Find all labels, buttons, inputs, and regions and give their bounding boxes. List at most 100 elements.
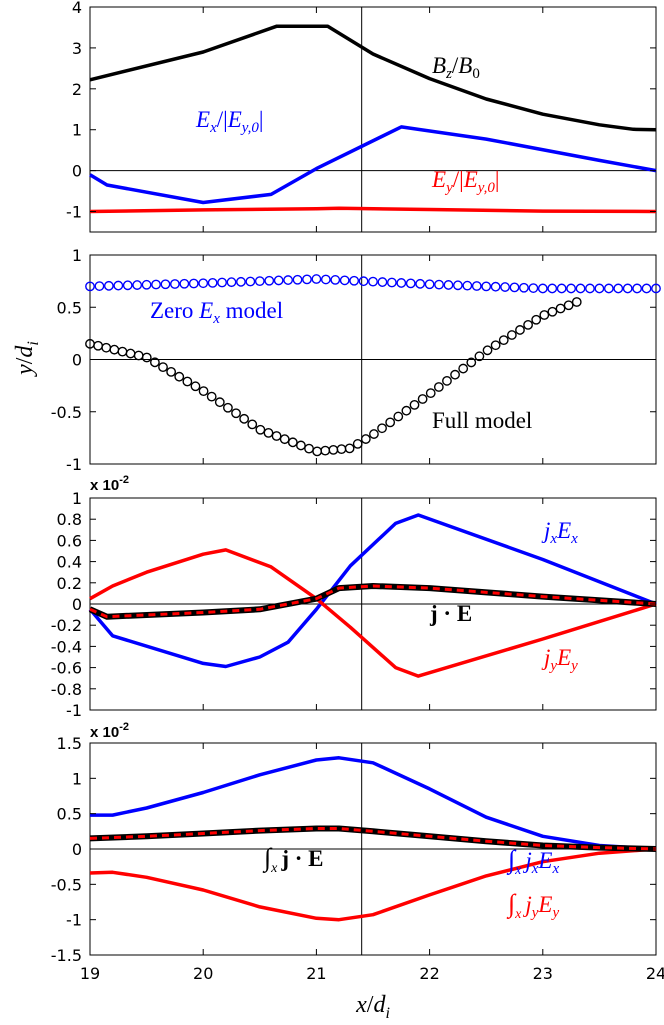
series-zero-ex-model-marker	[94, 281, 105, 291]
series-zero-ex-model-marker	[302, 274, 312, 285]
series-full-model-marker	[182, 376, 193, 387]
series-zero-ex-model-marker	[358, 276, 369, 287]
series-full-model-marker	[239, 413, 250, 424]
y-tick-label: -0.4	[51, 637, 82, 656]
zero-ex-model-label: Zero Ex model	[150, 298, 283, 327]
series-full-model-marker	[466, 357, 477, 368]
int-jxex-label: ∫x jxEx	[506, 845, 559, 878]
series-full-model-marker	[498, 335, 509, 346]
series-j-e-full	[88, 583, 657, 620]
x-axis-label: x/di	[355, 992, 390, 1022]
y-tick-label: 0	[72, 351, 82, 370]
series-zero-ex-model-marker	[585, 283, 595, 294]
series-full-model-marker	[571, 297, 582, 307]
y-tick-label: 2	[72, 80, 82, 99]
panel-power: x 10-2 10.80.60.40.20-0.2-0.4-0.6-0.8-1 …	[51, 474, 657, 720]
jdote-label: j · E	[429, 601, 472, 626]
series-zero-ex-model-marker	[377, 277, 388, 287]
series-full-model-marker	[198, 386, 209, 397]
series-full-model-marker	[109, 344, 120, 355]
integrated-multiplier: x 10-2	[90, 721, 129, 741]
series-full-model-marker	[150, 357, 160, 368]
x-tick-label: 24	[646, 964, 664, 983]
y-tick-label: 0.6	[57, 531, 82, 550]
series-int-jxex	[90, 756, 657, 851]
int-jyey-label: ∫x jyEy	[506, 889, 559, 922]
y-tick-label: -0.2	[51, 616, 82, 635]
y-tick-label: 0	[72, 162, 82, 181]
series-full-model-marker	[206, 391, 217, 402]
series-zero-ex-model-marker	[226, 277, 237, 288]
series-full-model-marker	[117, 346, 128, 357]
series-zero-ex-model-marker	[122, 280, 133, 291]
series-zero-ex-model-marker	[320, 274, 331, 285]
series-zero-ex-model-marker	[462, 280, 473, 291]
series-full-model-marker	[490, 340, 501, 351]
series-zero-ex-model-marker	[141, 279, 152, 290]
series-full-model-marker	[352, 439, 363, 449]
series-zero-ex-model-marker	[481, 281, 492, 292]
series-zero-ex-model-marker	[396, 278, 407, 288]
series-zero-ex-model-marker	[415, 278, 426, 289]
series-full-model-marker	[474, 351, 485, 362]
series-full-model-marker	[515, 325, 525, 335]
series-zero-ex-model-marker	[547, 283, 558, 294]
series-zero-ex-model-marker	[424, 279, 435, 290]
series-zero-ex-model-marker	[103, 280, 114, 291]
panel-integrated-power: x 10-2 1.5 1 0.5 0 -0.5 -1 -1.5 19 20 21 22 23 24 ∫…	[51, 721, 664, 1022]
series-zero-ex-model-marker	[368, 276, 378, 287]
series-full-model-marker	[409, 399, 420, 410]
series-zero-ex-model-marker	[349, 275, 360, 286]
series-zero-ex-model-marker	[339, 275, 350, 286]
series-jxex	[88, 513, 657, 669]
y-axis-label: y/di	[12, 341, 42, 377]
y-tick-label: -1	[66, 203, 82, 222]
series-full-model-marker	[531, 314, 542, 325]
series-int-j-e-sum	[89, 827, 657, 851]
y-tick-label: 1	[72, 121, 82, 140]
series-full-model-marker	[231, 408, 241, 419]
series-zero-ex-model-marker	[603, 283, 614, 294]
y-tick-label: -1	[66, 911, 82, 930]
jxex-label: jxEx	[541, 518, 578, 547]
series-full-model-marker	[336, 444, 347, 455]
series-int-jyey	[89, 847, 657, 922]
series-zero-ex-model-marker	[217, 277, 227, 288]
series-full-model-marker	[174, 371, 185, 382]
series-full-model-marker	[369, 429, 379, 439]
series-zero-ex-model-marker	[85, 281, 95, 292]
series-zero-ex-model-marker	[330, 275, 341, 285]
y-tick-label: 0.8	[57, 510, 82, 529]
x-tick-label: 20	[193, 964, 213, 983]
series-zero-ex-model-marker	[537, 283, 548, 294]
series-full-model-marker	[506, 330, 517, 340]
y-tick-label: 3	[72, 39, 82, 58]
panel-fields-frame	[89, 6, 657, 233]
y-tick-label: 0.4	[57, 553, 82, 572]
series-zero-ex-model-marker	[566, 283, 576, 294]
series-zero-ex-model-marker	[198, 278, 209, 289]
series-full-model-marker	[101, 342, 112, 353]
jyey-label: jyEy	[541, 645, 578, 674]
y-tick-label: -1	[66, 455, 82, 474]
series-full-model-marker	[214, 397, 225, 408]
series-full-model-marker	[458, 363, 469, 374]
y-tick-label: 0.5	[57, 298, 82, 317]
series-full-model-marker	[247, 419, 258, 430]
series-full-model-marker	[344, 443, 355, 454]
series-full-model-marker	[296, 440, 306, 451]
series-zero-ex-model-marker	[311, 274, 322, 284]
series-zero-ex-model-marker	[160, 279, 171, 290]
series-full-model-marker	[287, 437, 298, 448]
series-zero-ex-model-marker	[575, 283, 586, 294]
series-full-model-marker	[223, 402, 233, 413]
series-full-model-marker	[328, 444, 339, 455]
series-full-model-marker	[190, 381, 201, 392]
series-full-model-marker	[166, 367, 177, 377]
y-tick-label: 1	[72, 769, 82, 788]
series-full-model-marker	[279, 434, 290, 445]
x-tick-label: 23	[533, 964, 553, 983]
series-full-model-marker	[377, 423, 387, 434]
series-jyey	[89, 548, 657, 678]
y-tick-label: 1	[72, 246, 82, 265]
